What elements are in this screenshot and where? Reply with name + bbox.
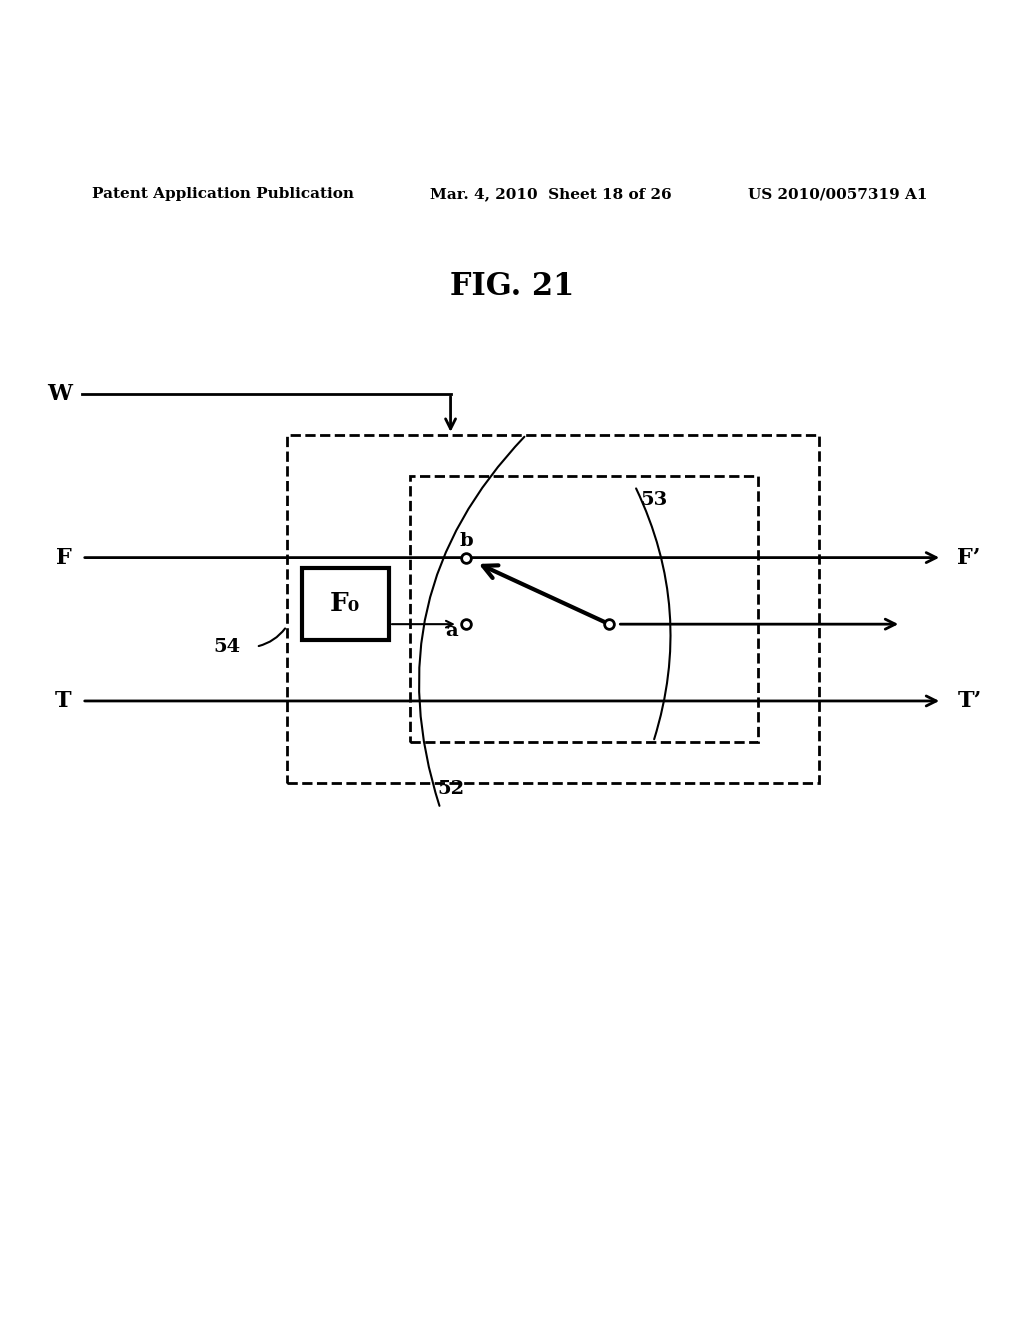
Text: 54: 54 [214, 638, 241, 656]
Text: FIG. 21: FIG. 21 [450, 271, 574, 302]
Text: Patent Application Publication: Patent Application Publication [92, 187, 354, 201]
Text: 53: 53 [640, 491, 668, 510]
Text: W: W [47, 383, 72, 405]
Text: F’: F’ [957, 546, 981, 569]
Text: T’: T’ [957, 690, 982, 711]
Text: Mar. 4, 2010  Sheet 18 of 26: Mar. 4, 2010 Sheet 18 of 26 [430, 187, 672, 201]
Text: T: T [55, 690, 72, 711]
Text: F₀: F₀ [330, 591, 360, 616]
Text: b: b [459, 532, 473, 550]
Text: F: F [56, 546, 72, 569]
FancyBboxPatch shape [302, 568, 389, 639]
Text: US 2010/0057319 A1: US 2010/0057319 A1 [748, 187, 927, 201]
Text: 52: 52 [437, 780, 464, 799]
Text: a: a [445, 622, 458, 639]
